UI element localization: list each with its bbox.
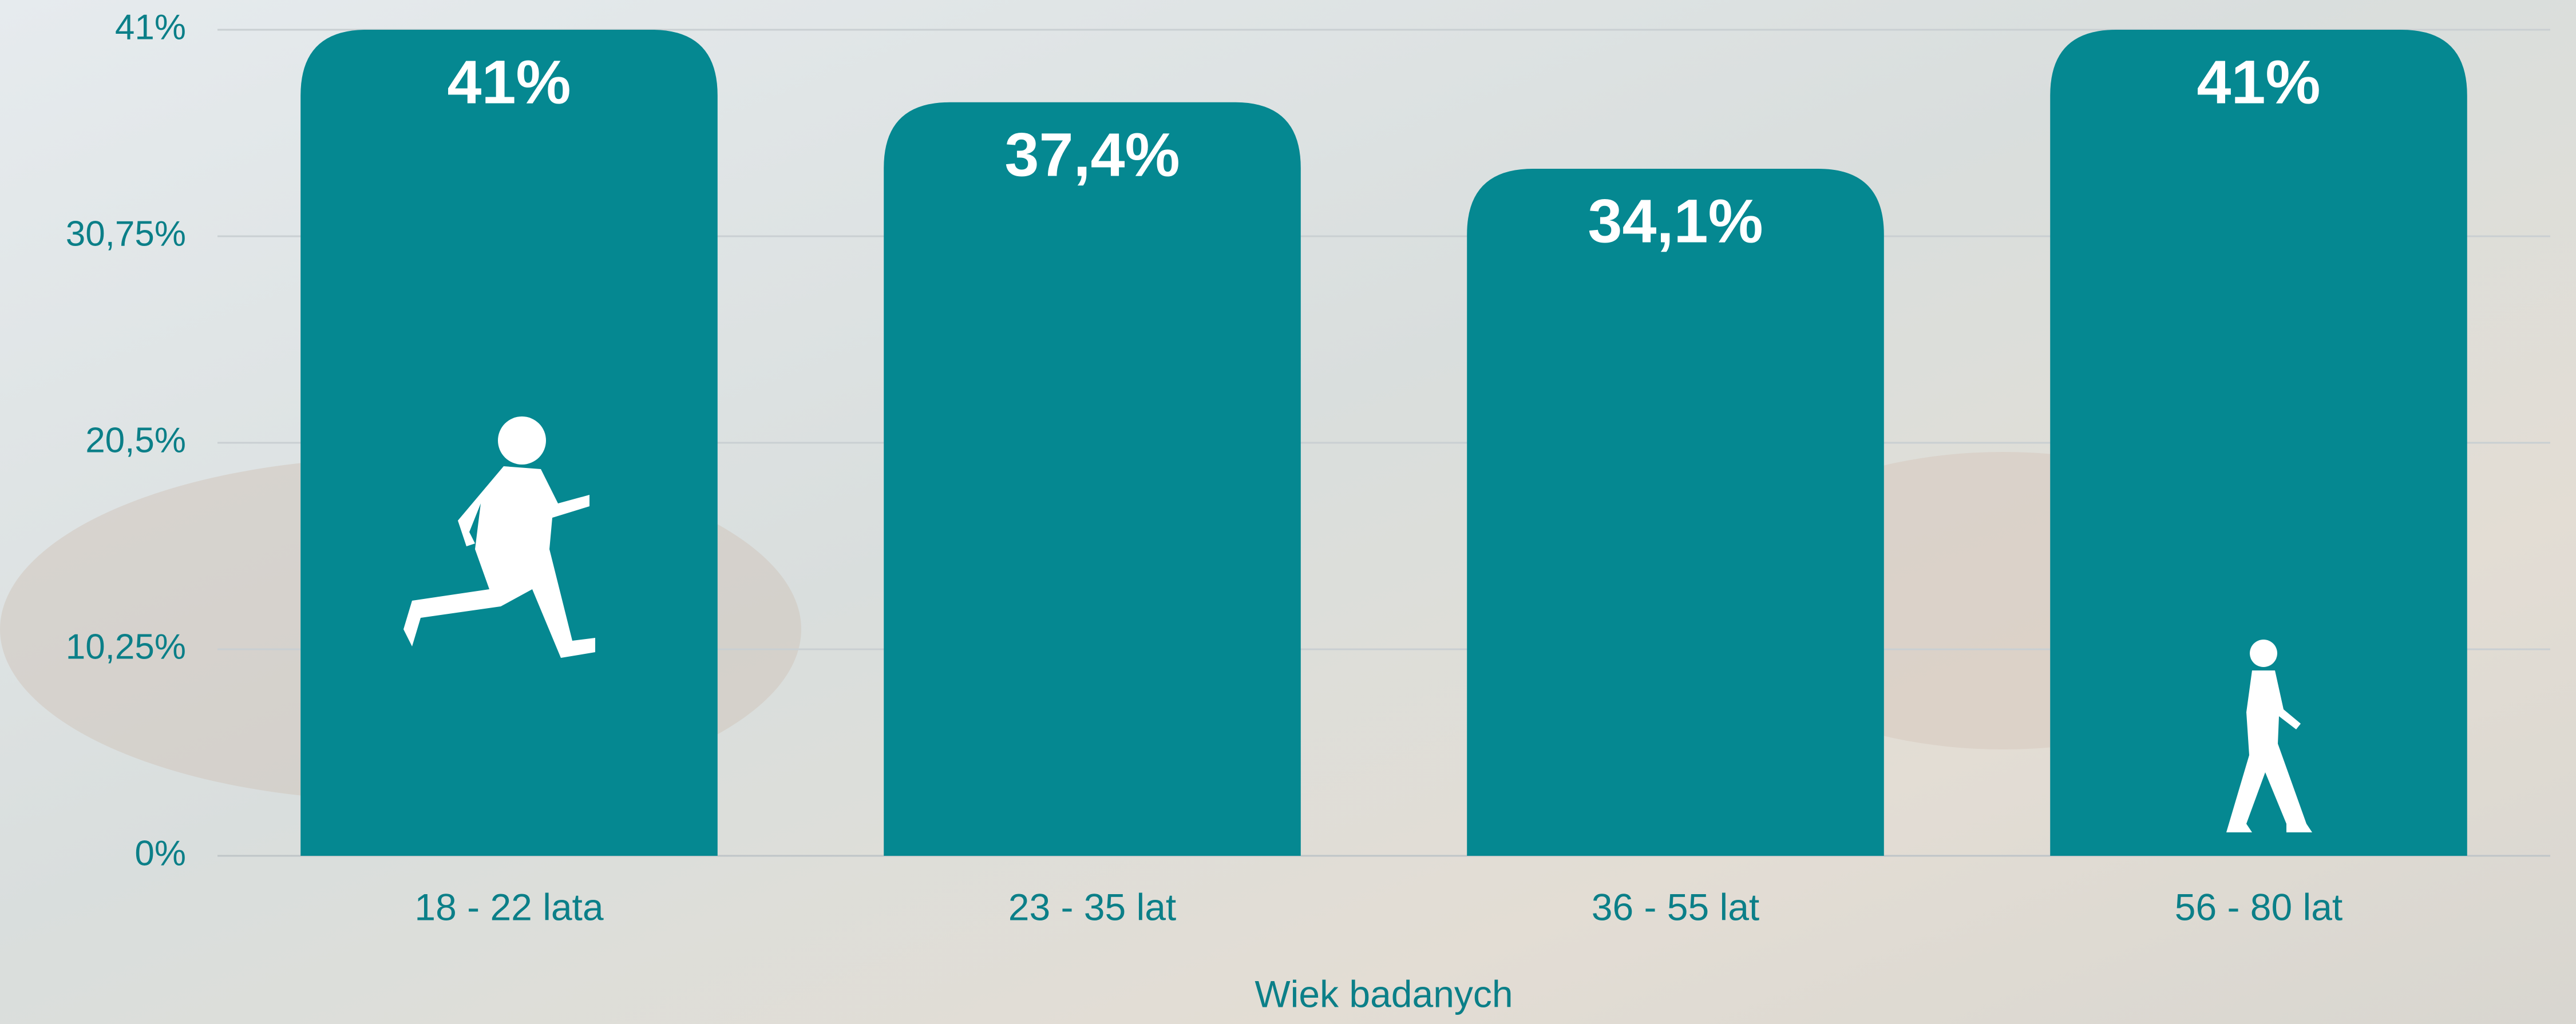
x-tick-label: 23 - 35 lat bbox=[1008, 886, 1177, 928]
x-tick-label: 18 - 22 lata bbox=[414, 886, 604, 928]
page: {"chart_data": {"type": "bar", "x_label"… bbox=[0, 0, 2576, 1024]
bar bbox=[1467, 169, 1884, 856]
y-tick-label: 41% bbox=[115, 7, 186, 47]
y-tick-label: 30,75% bbox=[66, 214, 186, 253]
y-tick-label: 20,5% bbox=[85, 420, 186, 460]
value-label: 34,1% bbox=[1588, 186, 1763, 256]
bar bbox=[884, 102, 1301, 856]
chart: 0% 10,25% 20,5% 30,75% 41% 18 - 22 lata 41% 23… bbox=[0, 0, 2576, 1024]
value-label: 41% bbox=[2197, 47, 2320, 117]
x-tick-label: 56 - 80 lat bbox=[2175, 886, 2343, 928]
y-tick-label: 10,25% bbox=[66, 627, 186, 666]
value-label: 41% bbox=[447, 47, 571, 117]
y-tick-label: 0% bbox=[134, 834, 186, 873]
x-axis-title: Wiek badanych bbox=[1255, 973, 1513, 1015]
x-tick-label: 36 - 55 lat bbox=[1592, 886, 1760, 928]
value-label: 37,4% bbox=[1004, 120, 1180, 189]
